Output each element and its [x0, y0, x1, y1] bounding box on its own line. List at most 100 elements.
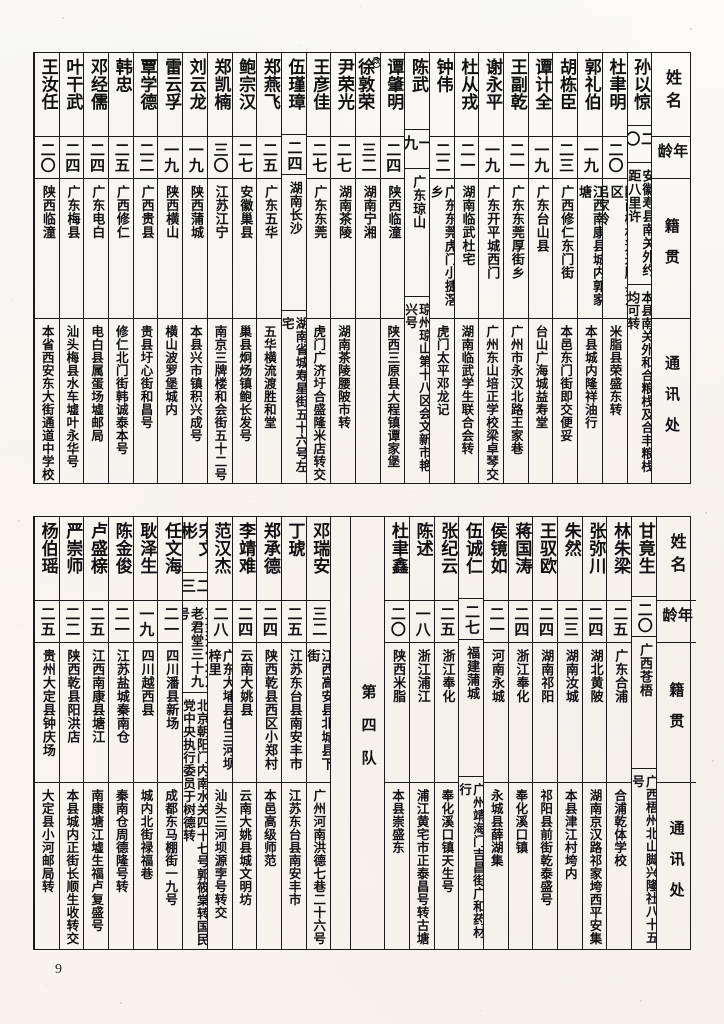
- person-name: 林朱梁: [610, 522, 631, 575]
- team-label: 第四队: [359, 683, 378, 783]
- person-name: 伍瑾璋: [284, 58, 305, 111]
- person-column[interactable]: 耿泽生 一九 四川越西县 城内北街禄福巷: [132, 517, 158, 949]
- blank-column: [330, 517, 350, 949]
- address-cell: 广州靖海门吉昌街广和药材行: [459, 777, 483, 950]
- person-column[interactable]: 伍瑾璋 二四 湖南长沙 湖南省城寿星街五十六号左宅: [280, 53, 306, 483]
- person-column[interactable]: 刘云龙 一九 陕西蒲城 本县兴市镇积兴成号: [182, 53, 207, 483]
- age-cell: 二一: [158, 601, 183, 643]
- person-column[interactable]: 任文海 二一 四川潘县新场 成都东马棚街一九号: [157, 517, 183, 949]
- person-column[interactable]: 谭肇明 二四 陕西临潼 陕西三原县大程镇谭家堡: [379, 53, 405, 483]
- name-cell: 任文海: [158, 517, 183, 601]
- address-cell: 巢县炯炀镇鲍长发号: [233, 319, 257, 483]
- person-column[interactable]: 杨伯瑶 二五 贵州大定县钟庆场 大定县小河邮局转: [34, 517, 59, 949]
- native-place-cell: 广东开平城西门: [479, 179, 504, 319]
- person-column[interactable]: 丁琥 二五 江苏东台县南安丰市 江苏东台县南安丰市: [280, 517, 306, 949]
- address-cell: 奉化溪口镇天生号: [435, 783, 459, 949]
- person-name: 陈武: [407, 58, 428, 93]
- name-cell: 郑凯楠: [207, 53, 232, 137]
- person-column[interactable]: 甘竟生 二〇 广西苍梧 广西梧州北山脚兴隆社八十五号: [631, 517, 656, 949]
- person-column[interactable]: 邓瑞安 三二 江西高安县北城县下街 广州河南洪德七巷二十六号: [305, 517, 331, 949]
- person-age: 二七: [334, 142, 353, 173]
- person-column[interactable]: 陈武 一九 广东琼山 琼州琼山第十八区会文新市艳兴号: [404, 53, 429, 483]
- name-cell: 覃学德: [133, 53, 158, 137]
- person-column[interactable]: 王彦佳 二七 广东东莞 虎门广济圩合盛隆米店转交: [305, 53, 331, 483]
- person-native-place: 福建蒲城: [464, 646, 480, 700]
- person-age: 一九: [162, 142, 181, 173]
- person-address: 浦江黄宅市正泰昌号转古塘: [414, 789, 430, 945]
- person-name: 郑凯楠: [210, 58, 231, 111]
- age-cell: 二一: [109, 601, 133, 643]
- person-column[interactable]: 郑承德 二四 陕西乾县西区小郑村 本邑高级师范: [256, 517, 281, 949]
- person-address: 贵县圩心街和昌号: [138, 325, 154, 429]
- person-column[interactable]: 杜聿鑫 二〇 陕西米脂 本县崇盛东: [384, 517, 409, 949]
- person-column[interactable]: 邓经儒 二四 广东电白 电白县属蛋场墟邮局: [83, 53, 109, 483]
- person-native-place: 湖南长沙: [286, 181, 302, 236]
- person-column[interactable]: 陈金俊 二一 江苏盐城秦南仓 秦南仓周德隆号转: [108, 517, 133, 949]
- person-column[interactable]: 覃学德 二二 广西贵县 贵县圩心街和昌号: [132, 53, 158, 483]
- person-column[interactable]: 徐敦荣改三二 湖南宁湘: [354, 53, 380, 483]
- person-column[interactable]: 林朱梁 二五 广东合浦 合浦乾体学校: [606, 517, 632, 949]
- age-cell: 二七: [232, 137, 257, 179]
- age-cell: 二八: [207, 601, 232, 643]
- person-column[interactable]: 陈述 一八 浙江浦江 浦江黄宅市正泰昌号转古塘: [408, 517, 434, 949]
- person-column[interactable]: 谢永平 一九 广东开平城西门 广州东山培正学校梁卓琴交: [478, 53, 504, 483]
- person-column[interactable]: 郭礼伯 一九 江西南康县城内郭家塘 本县城内隆祥油行: [577, 53, 602, 483]
- person-column[interactable]: 杜聿明二〇陕西榆林道米脂县东区吕家岭米脂县荣盛东转: [601, 53, 627, 483]
- person-column[interactable]: 孙以惊 二〇 安徽寿县南关外约距八里许 本县南关外和合粮栈及合丰粮栈均可转: [626, 53, 652, 483]
- age-cell: 三二: [306, 601, 331, 643]
- age-cell: 二四: [84, 137, 109, 179]
- person-column[interactable]: 蒋国涛 二四 浙江奉化 奉化溪口镇: [507, 517, 533, 949]
- person-column[interactable]: 范汉杰 二八 广东大埔县住三河坝梓里 汕头三河坝源孛号转交: [206, 517, 232, 949]
- person-address: 湖南京汉路祁家垮西平安集: [587, 789, 603, 945]
- person-column[interactable]: 雷云孚 一九 陕西横山 横山波罗堡城内: [157, 53, 183, 483]
- person-column[interactable]: 郑凯楠 三〇 江苏江宁 南京三牌楼和会街五十二号: [206, 53, 232, 483]
- paper-speck: [640, 1000, 642, 1002]
- native-place-cell: 江西高安县北城县下街: [306, 643, 331, 783]
- person-column[interactable]: 卢盛榇 二五 江西南康县塘江 南康塘江墟生福卢复盛号: [83, 517, 109, 949]
- person-age: 二〇: [635, 601, 654, 633]
- native-place-cell: 湖南宁湘: [355, 179, 380, 319]
- person-column[interactable]: 王汝任 二〇 陕西临潼 本省西安东大街通道中学校: [34, 53, 59, 483]
- person-column[interactable]: 宋文彬二三直隶遵化北京老君堂三十九号北京朝阳门内南水关四十七号郭筱棠转国民党中央…: [182, 517, 207, 949]
- person-name: 严崇师: [62, 522, 83, 575]
- person-address: 湖南临武学生联合会转: [459, 325, 475, 455]
- name-cell: 侯镜如: [484, 517, 508, 601]
- address-cell: 大定县小河邮局转: [35, 783, 59, 949]
- person-column[interactable]: 严崇师 二二 陕西乾县阳洪店 本县城内正街长顺生收转交: [58, 517, 84, 949]
- person-column[interactable]: 叶干武 二四 广东梅县 汕头梅县水车墟叶永华号: [58, 53, 84, 483]
- person-age: 二五: [285, 606, 304, 637]
- person-address: 修仁北门街韩诚泰本号: [113, 325, 129, 455]
- person-column[interactable]: 王副乾 二一 广东东莞厚街乡 广州市永汉北路王家巷: [503, 53, 528, 483]
- person-column[interactable]: 张弥川 二四 湖北黄陂 湖南京汉路祁家垮西平安集: [581, 517, 607, 949]
- address-cell: 汕头梅县水车墟叶永华号: [60, 319, 84, 483]
- person-address: 奉化溪口镇: [513, 789, 529, 854]
- person-column[interactable]: 郑燕飞 二五 广东五华 五华横流渡胜和堂: [256, 53, 281, 483]
- person-column[interactable]: 韩忠 二五 广西修仁 修仁北门街韩诚泰本号: [108, 53, 133, 483]
- person-address: 本县城内正街长顺生收转交: [64, 789, 80, 945]
- person-column[interactable]: 钟伟 二二 广东东莞虎门小捷滘乡 虎门太平邓龙记: [429, 53, 454, 483]
- person-native-place: 陕西米脂: [390, 649, 406, 703]
- person-column[interactable]: 鲍宗汉 二七 安徽巢县 巢县炯炀镇鲍长发号: [231, 53, 257, 483]
- person-column[interactable]: 胡栋臣 二三 广西修仁东门街 本邑东门街即交便妥: [552, 53, 578, 483]
- person-name: 王驭欧: [536, 522, 557, 575]
- name-cell: 王驭欧: [533, 517, 558, 601]
- person-column[interactable]: 谭计全 一九 广东台山县 台山广海城益寿堂: [527, 53, 553, 483]
- person-column[interactable]: 朱然 二三 湖南汝城 本县津江村垮内: [557, 517, 582, 949]
- address-cell: 秦南仓周德隆号转: [109, 783, 133, 949]
- person-column[interactable]: 伍诚仁 二七 福建蒲城 广州靖海门吉昌街广和药材行: [458, 517, 483, 949]
- person-age: 二五: [38, 606, 57, 637]
- person-native-place: 广东东莞厚街乡: [508, 185, 524, 280]
- name-cell: 邓瑞安: [306, 517, 331, 601]
- person-column[interactable]: 张纪云 二五 浙江奉化 奉化溪口镇天生号: [433, 517, 459, 949]
- person-column[interactable]: 王驭欧 二四 湖南祁阳 祁阳县前街乾泰盛号: [532, 517, 558, 949]
- person-column[interactable]: 李靖难 二四 云南大姚县 云南大姚县城文明坊: [231, 517, 257, 949]
- header-name: 姓名: [667, 533, 687, 579]
- person-column[interactable]: 尹荣光 二七 湖南茶陵 湖南茶陵腰陂市转: [330, 53, 355, 483]
- address-cell: 祁阳县前街乾泰盛号: [533, 783, 557, 949]
- person-native-place: 浙江浦江: [414, 649, 430, 703]
- person-column[interactable]: 杜从戎 二一 湖南临武杜宅 湖南临武学生联合会转: [453, 53, 479, 483]
- name-cell: 王副乾: [504, 53, 528, 137]
- person-column[interactable]: 侯镜如 二一 河南永城 永城县薛湖集: [483, 517, 508, 949]
- person-name: 伍诚仁: [461, 522, 482, 575]
- person-native-place: 安徽寿县南关外约距八里许: [627, 169, 652, 278]
